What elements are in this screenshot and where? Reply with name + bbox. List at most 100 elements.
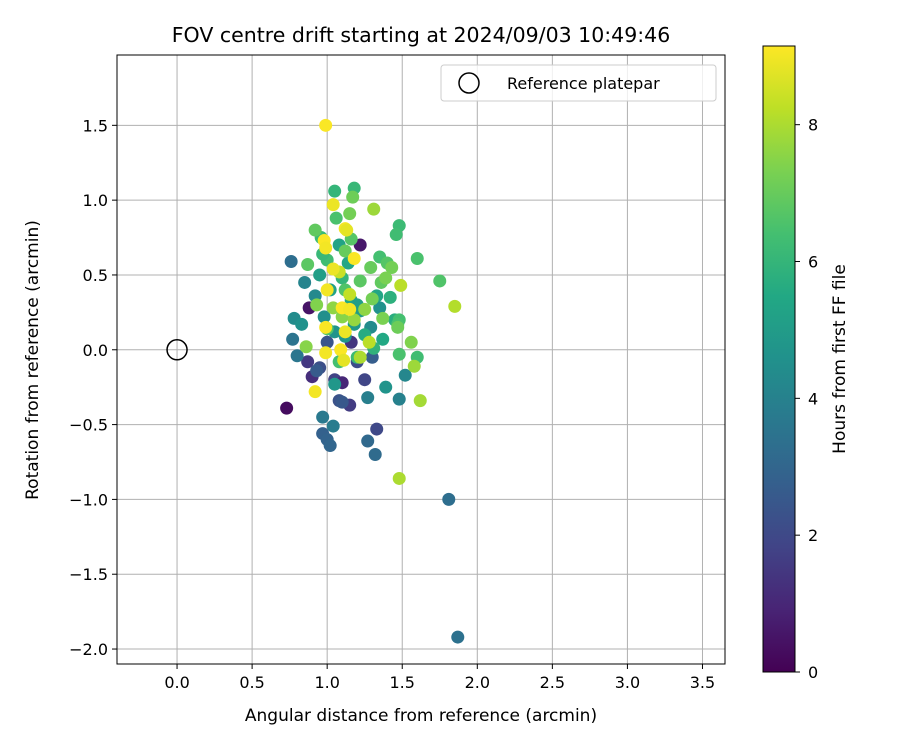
data-point bbox=[319, 346, 333, 360]
data-points bbox=[280, 118, 465, 644]
data-point bbox=[451, 630, 465, 644]
data-point bbox=[361, 434, 375, 448]
data-point bbox=[320, 283, 334, 297]
chart-title: FOV centre drift starting at 2024/09/03 … bbox=[172, 23, 671, 47]
data-point bbox=[329, 211, 343, 225]
y-tick-label: −0.5 bbox=[69, 416, 108, 435]
data-point bbox=[373, 301, 387, 315]
data-point bbox=[392, 392, 406, 406]
data-point bbox=[358, 373, 372, 387]
colorbar-ticks: 0 2 4 6 8 bbox=[795, 116, 818, 682]
data-point bbox=[284, 254, 298, 268]
data-point bbox=[442, 492, 456, 506]
data-point bbox=[383, 290, 397, 304]
colorbar-gradient bbox=[762, 45, 796, 673]
data-point bbox=[448, 299, 462, 313]
data-point bbox=[353, 274, 367, 288]
colorbar-label: Hours from first FF file bbox=[830, 264, 850, 454]
data-point bbox=[389, 228, 403, 242]
data-point bbox=[353, 350, 367, 364]
y-tick-label: 0.0 bbox=[83, 341, 108, 360]
data-point bbox=[376, 332, 390, 346]
plot-frame bbox=[116, 54, 726, 665]
data-point bbox=[413, 394, 427, 408]
y-tick-label: −1.5 bbox=[69, 565, 108, 584]
data-point bbox=[392, 471, 406, 485]
data-point bbox=[407, 359, 421, 373]
data-point bbox=[299, 340, 313, 354]
data-point bbox=[365, 292, 379, 306]
data-point bbox=[370, 422, 384, 436]
data-point bbox=[347, 251, 361, 265]
data-point bbox=[326, 262, 340, 276]
data-point bbox=[367, 202, 381, 216]
data-point bbox=[326, 198, 340, 212]
x-axis-label: Angular distance from reference (arcmin) bbox=[245, 706, 597, 726]
data-point bbox=[328, 377, 342, 391]
data-point bbox=[308, 385, 322, 399]
data-point bbox=[343, 207, 357, 221]
data-point bbox=[343, 302, 357, 316]
y-tick-label: −2.0 bbox=[69, 640, 108, 659]
colorbar: 0 2 4 6 8 Hours from first FF file bbox=[762, 45, 850, 682]
data-point bbox=[334, 343, 348, 357]
data-point bbox=[340, 223, 354, 237]
data-point bbox=[319, 241, 333, 255]
data-point bbox=[346, 190, 360, 204]
data-point bbox=[364, 260, 378, 274]
data-point bbox=[313, 268, 327, 282]
data-point bbox=[316, 410, 330, 424]
data-point bbox=[398, 368, 412, 382]
data-point bbox=[335, 395, 349, 409]
data-point bbox=[362, 335, 376, 349]
data-point bbox=[280, 401, 294, 415]
legend-entry-label: Reference platepar bbox=[507, 74, 660, 93]
x-tick-label: 0.0 bbox=[164, 673, 189, 692]
data-point bbox=[301, 257, 315, 271]
y-tick-label: 0.5 bbox=[83, 266, 108, 285]
y-axis-label: Rotation from reference (arcmin) bbox=[23, 220, 43, 500]
data-point bbox=[295, 317, 309, 331]
y-tick-label: 1.0 bbox=[83, 191, 108, 210]
data-point bbox=[310, 364, 324, 378]
x-tick-label: 0.5 bbox=[239, 673, 264, 692]
data-point bbox=[379, 380, 393, 394]
data-point bbox=[338, 325, 352, 339]
data-point bbox=[317, 310, 331, 324]
data-point bbox=[394, 278, 408, 292]
colorbar-tick-label: 6 bbox=[808, 253, 818, 272]
reference-platepar-marker bbox=[166, 339, 188, 361]
data-point bbox=[328, 184, 342, 198]
data-point bbox=[290, 349, 304, 363]
data-point bbox=[433, 274, 447, 288]
y-tick-label: 1.5 bbox=[83, 116, 108, 135]
data-point bbox=[347, 313, 361, 327]
data-point bbox=[361, 391, 375, 405]
colorbar-tick-label: 4 bbox=[808, 389, 818, 408]
y-axis-ticks: −2.0 −1.5 −1.0 −0.5 0.0 0.5 1.0 1.5 bbox=[69, 116, 117, 659]
data-point bbox=[392, 347, 406, 361]
data-point bbox=[310, 298, 324, 312]
data-point bbox=[323, 439, 337, 453]
x-tick-label: 1.0 bbox=[314, 673, 339, 692]
data-point bbox=[308, 223, 322, 237]
legend-marker-icon bbox=[458, 72, 480, 94]
colorbar-tick-label: 0 bbox=[808, 663, 818, 682]
data-point bbox=[376, 311, 390, 325]
x-tick-label: 3.0 bbox=[615, 673, 640, 692]
data-point bbox=[326, 419, 340, 433]
data-point bbox=[320, 335, 334, 349]
data-point bbox=[337, 353, 351, 367]
data-point bbox=[379, 271, 393, 285]
x-tick-label: 3.5 bbox=[690, 673, 715, 692]
data-point bbox=[301, 355, 315, 369]
data-point bbox=[391, 320, 405, 334]
data-point bbox=[410, 251, 424, 265]
data-point bbox=[286, 332, 300, 346]
data-point bbox=[358, 302, 372, 316]
x-tick-label: 1.5 bbox=[390, 673, 415, 692]
data-point bbox=[343, 287, 357, 301]
data-point bbox=[326, 301, 340, 315]
legend: Reference platepar bbox=[440, 64, 717, 102]
x-axis-ticks: 0.0 0.5 1.0 1.5 2.0 2.5 3.0 3.5 bbox=[164, 664, 715, 692]
